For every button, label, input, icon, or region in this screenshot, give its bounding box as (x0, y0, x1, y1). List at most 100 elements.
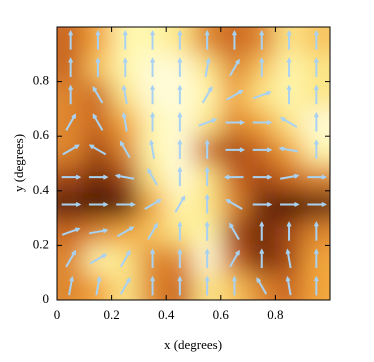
vector-head (177, 139, 183, 145)
vector-head (69, 275, 75, 282)
vector (68, 275, 75, 296)
vector-head (259, 248, 265, 254)
vector-head (278, 146, 285, 152)
vector (313, 139, 319, 159)
vector-shaft (88, 229, 107, 235)
vector-shaft (65, 114, 77, 131)
vector-head (229, 222, 234, 228)
vector-head (231, 29, 237, 36)
vector-head (92, 113, 98, 119)
vector (122, 29, 128, 50)
vector (204, 193, 210, 214)
vector-head (177, 166, 183, 173)
vector (114, 173, 135, 180)
vector-shaft (119, 278, 131, 295)
vector (280, 201, 300, 207)
vector-shaft (144, 199, 161, 210)
vector-head (101, 253, 108, 259)
vector (307, 174, 328, 180)
vector-head (177, 221, 183, 227)
vector (150, 248, 156, 269)
vector (259, 29, 265, 50)
vector (119, 277, 131, 295)
vector (252, 201, 273, 207)
vector-shaft (226, 199, 243, 210)
vector-head (293, 173, 300, 179)
vector (121, 84, 128, 105)
y-axis-label: y (degrees) (11, 134, 26, 192)
vector (226, 89, 244, 101)
vector-head (114, 173, 121, 179)
vector-head (74, 144, 80, 150)
vector-head (266, 90, 272, 96)
vector-head (71, 113, 76, 119)
vector-head (225, 199, 231, 204)
vector-head (313, 29, 319, 36)
vector-head (313, 275, 319, 282)
vector (204, 57, 211, 77)
vector (259, 221, 265, 241)
vector-head (294, 201, 300, 207)
vector-head (286, 57, 292, 63)
vector-head (130, 201, 136, 207)
vector (252, 147, 273, 153)
vector (256, 277, 268, 295)
vector-head (177, 29, 183, 36)
vector (61, 227, 81, 236)
heatmap-cell (302, 54, 330, 83)
vector-head (150, 84, 156, 91)
vector-shaft (198, 118, 216, 127)
vector-head (129, 226, 135, 232)
vector (313, 29, 319, 50)
vector-head (150, 57, 156, 63)
vector (88, 144, 107, 156)
vector-head (92, 86, 98, 92)
heatmap-cell (302, 108, 330, 137)
vector-head (313, 139, 319, 145)
vector (225, 199, 243, 210)
vector (150, 84, 156, 105)
vector-head (103, 201, 109, 207)
heatmap-cell (302, 27, 330, 55)
vector-head (266, 120, 273, 126)
vector-head (313, 248, 319, 254)
y-tick-label: 0 (43, 291, 50, 306)
vector-shaft (119, 250, 131, 268)
vector-shaft (116, 226, 134, 238)
vector-head (259, 57, 265, 63)
vector-shaft (174, 196, 186, 213)
vector (204, 166, 210, 187)
vector (204, 275, 210, 296)
vector-shaft (147, 168, 158, 186)
vector-shaft (280, 117, 298, 128)
vector (150, 57, 156, 77)
vector (313, 221, 319, 241)
vector-head (266, 201, 273, 207)
vector-shaft (89, 144, 107, 156)
vector-head (119, 140, 125, 147)
vector (150, 111, 156, 132)
vector-head (286, 29, 292, 36)
vector (65, 249, 77, 268)
vector-head (204, 29, 210, 36)
vector-head (259, 29, 265, 36)
vector-head (95, 57, 101, 63)
vector-head (150, 29, 156, 36)
heatmap (57, 27, 330, 300)
vector-field (61, 29, 328, 296)
vector (147, 167, 158, 186)
vector (252, 90, 272, 100)
vector (286, 29, 292, 50)
vector (204, 139, 210, 159)
vector (68, 84, 74, 105)
vector (174, 195, 186, 213)
vector (149, 139, 156, 159)
heatmap-cell (302, 245, 330, 274)
vector (223, 174, 244, 180)
vector (313, 111, 319, 132)
vector-head (177, 275, 183, 282)
vector-shaft (286, 250, 292, 269)
vector-head (286, 221, 292, 227)
vector (88, 228, 109, 235)
vector (95, 29, 101, 50)
